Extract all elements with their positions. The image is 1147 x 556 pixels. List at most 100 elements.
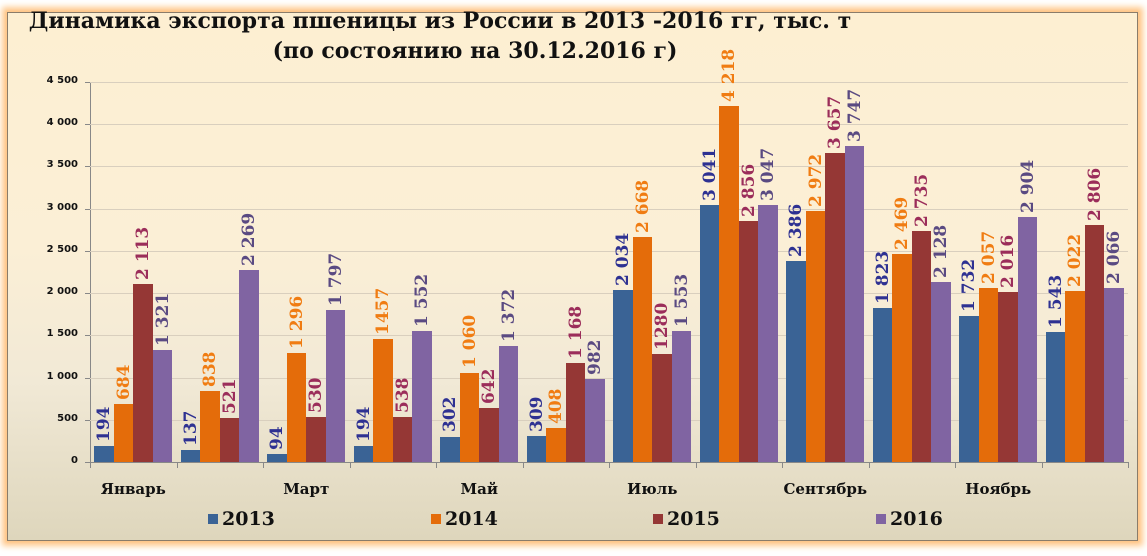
data-label: 1280 (652, 302, 672, 350)
data-label: 302 (440, 396, 460, 433)
data-label: 2 066 (1104, 230, 1124, 284)
y-tick (85, 419, 90, 421)
gridline (90, 124, 1128, 126)
data-label: 408 (546, 388, 566, 424)
data-label: 3 041 (699, 147, 720, 202)
data-label: 838 (200, 351, 220, 388)
bar-2014-3 (373, 338, 393, 462)
y-tick-label: 2 000 (46, 286, 78, 298)
bar-2015-9 (911, 231, 932, 462)
data-label: 1 552 (412, 273, 432, 327)
bar-2016-8 (844, 145, 865, 462)
y-tick-label: 4 000 (46, 117, 78, 129)
data-label: 1 797 (325, 253, 346, 307)
data-label: 1 168 (565, 306, 586, 360)
x-tick-label-4: Май (460, 480, 498, 498)
y-tick (85, 293, 90, 295)
data-label: 2 022 (1065, 234, 1085, 288)
legend-label: 2016 (890, 508, 943, 530)
bar-2014-8 (805, 211, 826, 462)
x-tick-label-10: Ноябрь (965, 480, 1032, 498)
legend-swatch (431, 514, 441, 524)
bar-2013-2 (267, 454, 287, 462)
data-label: 2 668 (632, 179, 653, 233)
x-tick (1041, 462, 1043, 468)
plot-area: 194 684 2 113 1 321 137 838 521 2 269 94 1 296 530… (85, 49, 1129, 468)
bar-2016-0 (152, 350, 173, 462)
bar-2015-2 (306, 417, 326, 462)
y-tick (85, 208, 90, 210)
bar-2013-3 (353, 445, 374, 462)
chart-title-line2: (по состоянию на 30.12.2016 г) (272, 38, 678, 64)
bar-2013-0 (94, 445, 114, 462)
x-tick (263, 462, 264, 468)
bar-2013-8 (786, 260, 806, 462)
data-label: 1 060 (459, 315, 480, 369)
legend-label: 2015 (667, 508, 720, 530)
y-tick (85, 124, 90, 126)
x-tick (349, 462, 351, 468)
bar-2014-6 (632, 236, 653, 462)
legend-label: 2013 (222, 508, 275, 530)
x-tick-label-2: Март (283, 480, 330, 498)
legend-item-2014: 2014 (431, 508, 498, 530)
data-label: 1 296 (286, 295, 307, 349)
bar-2015-1 (219, 418, 240, 462)
legend-label: 2014 (445, 508, 498, 530)
y-tick (85, 335, 90, 337)
data-label: 1 823 (872, 250, 893, 305)
x-tick (176, 462, 178, 468)
bar-2013-9 (872, 308, 893, 462)
bar-2016-10 (1017, 216, 1038, 462)
data-label: 2 972 (805, 153, 826, 208)
x-tick (782, 462, 783, 468)
bar-2015-8 (825, 153, 845, 462)
bar-2015-3 (392, 416, 413, 462)
chart-title: Динамика экспорта пшеницы из России в 20… (0, 6, 880, 66)
bar-2014-11 (1065, 291, 1085, 462)
x-tick-label-0: Январь (100, 480, 166, 498)
data-label: 1 372 (498, 288, 519, 343)
bar-2015-0 (133, 283, 153, 462)
y-tick-label: 3 000 (46, 201, 78, 213)
bar-2014-4 (459, 372, 480, 462)
bar-2014-1 (200, 391, 220, 462)
x-tick (609, 462, 610, 468)
bar-2014-5 (546, 427, 566, 462)
data-label: 94 (267, 426, 287, 451)
data-label: 2 469 (892, 196, 912, 250)
legend-item-2013: 2013 (208, 508, 275, 530)
bar-2016-9 (931, 282, 951, 462)
data-label: 3 047 (758, 147, 778, 201)
data-label: 1 543 (1045, 274, 1066, 328)
legend-item-2016: 2016 (876, 508, 943, 530)
legend-swatch (876, 514, 886, 524)
bar-2016-4 (498, 346, 519, 462)
x-tick (1128, 462, 1129, 468)
bar-2015-10 (998, 291, 1018, 462)
x-tick-label-6: Июль (627, 480, 678, 498)
data-label: 2 057 (978, 231, 999, 285)
bar-2014-7 (719, 105, 739, 462)
bar-2016-2 (325, 310, 346, 462)
data-label: 521 (219, 378, 240, 415)
data-label: 1457 (373, 287, 393, 335)
y-tick (85, 462, 90, 463)
bar-2013-1 (180, 450, 201, 462)
data-label: 2 386 (786, 203, 806, 257)
x-tick (868, 462, 870, 468)
data-label: 194 (353, 406, 374, 442)
y-axis (90, 82, 91, 463)
data-label: 1 321 (152, 293, 173, 347)
data-label: 1 732 (959, 258, 979, 312)
x-tick-label-8: Сентябрь (783, 480, 867, 498)
x-tick (695, 462, 697, 468)
bar-2016-3 (412, 330, 432, 462)
bar-2015-6 (652, 353, 672, 462)
y-tick (85, 377, 90, 379)
y-tick (85, 166, 90, 168)
data-label: 1 553 (671, 273, 692, 327)
data-label: 4 218 (719, 48, 739, 102)
bar-2014-10 (978, 288, 999, 462)
gridline (90, 419, 1128, 421)
